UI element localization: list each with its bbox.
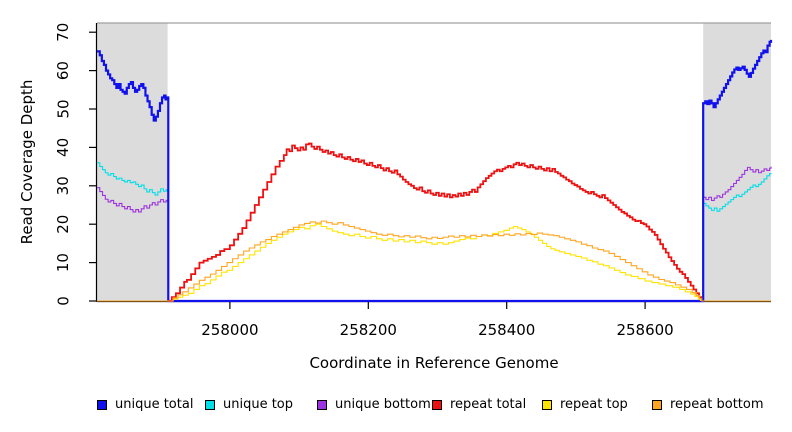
repeat-total-swatch-icon [432, 400, 442, 410]
y-tick-label: 70 [54, 23, 72, 42]
y-tick-label: 10 [54, 253, 72, 272]
repeat-bottom-swatch-icon [652, 400, 662, 410]
y-tick-label: 50 [54, 99, 72, 118]
y-tick-label: 40 [54, 138, 72, 157]
y-tick-label: 30 [54, 176, 72, 195]
unique-region-left [97, 23, 168, 301]
y-tick-label: 20 [54, 215, 72, 234]
legend-item-unique-total: unique total [97, 398, 193, 412]
series-repeat-total-line [167, 142, 703, 302]
x-tick-label: 258200 [340, 321, 397, 339]
legend-item-repeat-top: repeat top [542, 398, 628, 412]
x-tick-label: 258600 [616, 321, 673, 339]
series-unique-top-line [97, 162, 772, 302]
series-repeat-top-line [168, 223, 701, 302]
series-unique-total-line [97, 39, 773, 303]
unique-total-swatch-icon [97, 400, 107, 410]
legend-label: unique top [223, 397, 294, 412]
legend-item-unique-top: unique top [205, 398, 293, 412]
series-repeat-bottom-line [97, 220, 771, 302]
legend-item-repeat-bottom: repeat bottom [652, 398, 764, 412]
legend-label: repeat total [450, 397, 527, 412]
legend-item-repeat-total: repeat total [432, 398, 526, 412]
y-tick-label: 0 [54, 296, 72, 306]
unique-region-right [703, 23, 771, 301]
legend-label: repeat top [560, 397, 628, 412]
legend-label: unique total [115, 397, 194, 412]
y-tick-label: 60 [54, 61, 72, 80]
x-tick-label: 258000 [201, 321, 258, 339]
x-tick-label: 258400 [478, 321, 535, 339]
y-axis-title: Read Coverage Depth [18, 79, 36, 245]
legend-item-unique-bottom: unique bottom [317, 398, 431, 412]
unique-top-swatch-icon [205, 400, 215, 410]
legend-label: repeat bottom [670, 397, 764, 412]
legend: unique total unique top unique bottom repea… [0, 395, 792, 417]
repeat-top-swatch-icon [542, 400, 552, 410]
unique-bottom-swatch-icon [317, 400, 327, 410]
x-axis-title: Coordinate in Reference Genome [309, 354, 559, 372]
legend-label: unique bottom [335, 397, 431, 412]
